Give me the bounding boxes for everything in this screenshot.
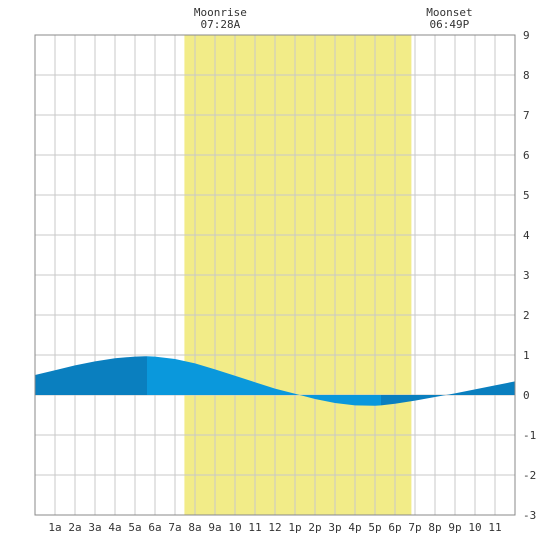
y-tick-label: 6	[523, 149, 530, 162]
x-tick-label: 7a	[168, 521, 181, 534]
x-tick-label: 8a	[188, 521, 201, 534]
x-tick-label: 10	[468, 521, 481, 534]
x-axis-ticks: 1a 2a 3a 4a 5a 6a 7a 8a 9a 10 11 12 1p 2p 3p 4p 5p 6p 7p 8p…	[48, 521, 501, 534]
tide-area-segment	[381, 381, 515, 406]
y-tick-label: 7	[523, 109, 530, 122]
x-tick-label: 4p	[348, 521, 361, 534]
y-tick-label: 5	[523, 189, 530, 202]
x-tick-label: 12	[268, 521, 281, 534]
y-tick-label: 9	[523, 29, 530, 42]
y-axis-ticks: -3 -2 -1 0 1 2 3 4 5 6 7 8 9	[523, 29, 536, 522]
x-tick-label: 9p	[448, 521, 461, 534]
moonrise-time: 07:28A	[201, 18, 241, 31]
tide-area	[35, 356, 515, 406]
x-tick-label: 3a	[88, 521, 101, 534]
x-tick-label: 7p	[408, 521, 421, 534]
x-tick-label: 5a	[128, 521, 141, 534]
y-tick-label: 8	[523, 69, 530, 82]
x-tick-label: 2a	[68, 521, 81, 534]
x-tick-label: 3p	[328, 521, 341, 534]
moonset-label: Moonset	[426, 6, 472, 19]
moonrise-annotation: Moonrise 07:28A	[194, 6, 247, 31]
x-tick-label: 5p	[368, 521, 381, 534]
y-tick-label: -3	[523, 509, 536, 522]
moonset-annotation: Moonset 06:49P	[426, 6, 472, 31]
moonrise-label: Moonrise	[194, 6, 247, 19]
y-tick-label: -1	[523, 429, 536, 442]
y-tick-label: 0	[523, 389, 530, 402]
x-tick-label: 2p	[308, 521, 321, 534]
y-tick-label: -2	[523, 469, 536, 482]
y-tick-label: 1	[523, 349, 530, 362]
tide-area-segment	[147, 356, 381, 406]
x-tick-label: 10	[228, 521, 241, 534]
x-tick-label: 11	[248, 521, 261, 534]
x-tick-label: 9a	[208, 521, 221, 534]
x-tick-label: 11	[488, 521, 501, 534]
grid	[35, 35, 515, 515]
x-tick-label: 6a	[148, 521, 161, 534]
x-tick-label: 1p	[288, 521, 301, 534]
x-tick-label: 1a	[48, 521, 61, 534]
y-tick-label: 2	[523, 309, 530, 322]
tide-area-segment	[35, 356, 147, 395]
x-tick-label: 4a	[108, 521, 121, 534]
x-tick-label: 8p	[428, 521, 441, 534]
x-tick-label: 6p	[388, 521, 401, 534]
y-tick-label: 4	[523, 229, 530, 242]
y-tick-label: 3	[523, 269, 530, 282]
plot-frame	[34, 34, 516, 516]
moonset-time: 06:49P	[430, 18, 470, 31]
